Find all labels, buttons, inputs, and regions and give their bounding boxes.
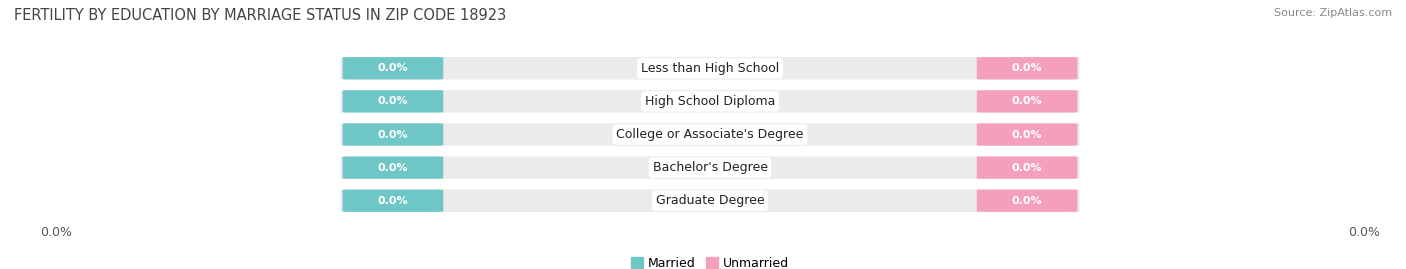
- Text: High School Diploma: High School Diploma: [645, 95, 775, 108]
- Text: Graduate Degree: Graduate Degree: [655, 194, 765, 207]
- FancyBboxPatch shape: [977, 190, 1077, 212]
- FancyBboxPatch shape: [977, 57, 1077, 79]
- Text: 0.0%: 0.0%: [378, 63, 408, 73]
- Text: 0.0%: 0.0%: [378, 196, 408, 206]
- Text: Source: ZipAtlas.com: Source: ZipAtlas.com: [1274, 8, 1392, 18]
- FancyBboxPatch shape: [343, 90, 443, 112]
- FancyBboxPatch shape: [340, 57, 1080, 80]
- Text: Bachelor's Degree: Bachelor's Degree: [652, 161, 768, 174]
- Legend: Married, Unmarried: Married, Unmarried: [626, 252, 794, 269]
- Text: 0.0%: 0.0%: [1012, 96, 1042, 107]
- FancyBboxPatch shape: [340, 189, 1080, 212]
- Text: 0.0%: 0.0%: [1012, 129, 1042, 140]
- Text: 0.0%: 0.0%: [1012, 162, 1042, 173]
- FancyBboxPatch shape: [343, 123, 443, 146]
- FancyBboxPatch shape: [343, 57, 443, 79]
- Text: 0.0%: 0.0%: [378, 162, 408, 173]
- Text: Less than High School: Less than High School: [641, 62, 779, 75]
- Text: 0.0%: 0.0%: [1012, 63, 1042, 73]
- Text: 0.0%: 0.0%: [378, 129, 408, 140]
- FancyBboxPatch shape: [340, 123, 1080, 146]
- FancyBboxPatch shape: [343, 157, 443, 179]
- Text: College or Associate's Degree: College or Associate's Degree: [616, 128, 804, 141]
- FancyBboxPatch shape: [977, 157, 1077, 179]
- FancyBboxPatch shape: [977, 90, 1077, 112]
- FancyBboxPatch shape: [340, 156, 1080, 179]
- FancyBboxPatch shape: [340, 90, 1080, 113]
- Text: 0.0%: 0.0%: [1012, 196, 1042, 206]
- FancyBboxPatch shape: [977, 123, 1077, 146]
- Text: 0.0%: 0.0%: [378, 96, 408, 107]
- Text: FERTILITY BY EDUCATION BY MARRIAGE STATUS IN ZIP CODE 18923: FERTILITY BY EDUCATION BY MARRIAGE STATU…: [14, 8, 506, 23]
- FancyBboxPatch shape: [343, 190, 443, 212]
